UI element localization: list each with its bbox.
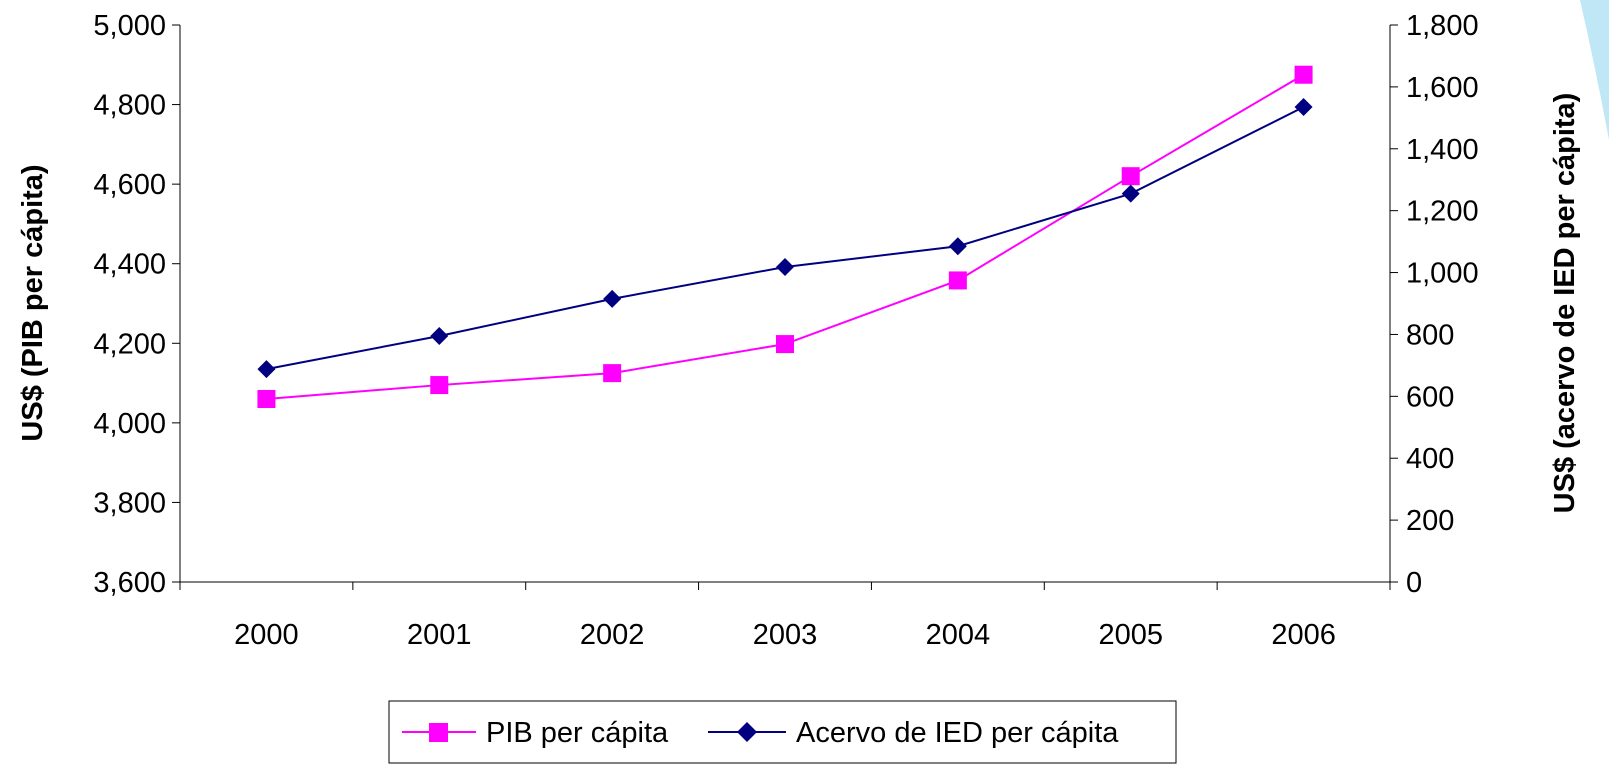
ticks-layer: 3,600 3,800 4,000 4,200 4,400 4,600 4,800 5,000… bbox=[93, 10, 1478, 651]
x-axis-tick-label: 2002 bbox=[580, 619, 645, 651]
legend-label-ied: Acervo de IED per cápita bbox=[796, 717, 1119, 749]
right-axis-title: US$ (acervo de IED per cápita) bbox=[1549, 93, 1581, 514]
data-point-pib bbox=[430, 376, 449, 395]
data-point-ied bbox=[1294, 98, 1313, 117]
right-axis-tick-label: 400 bbox=[1406, 443, 1454, 475]
x-axis-tick-label: 2001 bbox=[407, 619, 472, 651]
left-axis-tick-label: 4,000 bbox=[93, 408, 166, 440]
left-axis-tick-label: 4,200 bbox=[93, 328, 166, 360]
left-axis-tick-label: 5,000 bbox=[93, 10, 166, 42]
right-axis-tick-label: 1,800 bbox=[1406, 10, 1479, 42]
left-axis-tick-label: 4,400 bbox=[93, 249, 166, 281]
x-axis-tick-label: 2004 bbox=[926, 619, 991, 651]
data-point-ied bbox=[776, 257, 794, 276]
data-point-ied bbox=[257, 360, 276, 379]
data-point-pib bbox=[948, 271, 967, 290]
legend-label-pib: PIB per cápita bbox=[486, 717, 669, 749]
x-axis-tick-label: 2005 bbox=[1098, 619, 1163, 651]
right-axis-tick-label: 800 bbox=[1406, 319, 1454, 351]
left-axis-tick-label: 3,600 bbox=[93, 567, 166, 599]
left-axis-tick-label: 3,800 bbox=[93, 487, 166, 519]
right-axis-tick-label: 1,400 bbox=[1406, 134, 1479, 166]
left-axis-tick-label: 4,600 bbox=[93, 169, 166, 201]
right-axis-tick-label: 200 bbox=[1406, 505, 1454, 537]
right-axis-tick-label: 1,600 bbox=[1406, 72, 1479, 104]
series-layer bbox=[257, 65, 1313, 408]
data-point-pib bbox=[776, 335, 794, 354]
x-axis-tick-label: 2000 bbox=[234, 619, 299, 651]
data-point-pib bbox=[1121, 167, 1140, 186]
data-point-pib bbox=[1294, 65, 1313, 84]
background-swoosh bbox=[1580, 0, 1609, 140]
data-point-ied bbox=[1121, 184, 1140, 203]
right-axis-tick-label: 0 bbox=[1406, 567, 1422, 599]
legend-marker-ied bbox=[737, 722, 757, 742]
left-axis-tick-label: 4,800 bbox=[93, 90, 166, 122]
data-point-ied bbox=[430, 326, 449, 345]
legend-marker-pib bbox=[429, 723, 448, 742]
series-line-ied bbox=[266, 106, 1305, 371]
data-point-pib bbox=[603, 364, 622, 383]
data-point-ied bbox=[603, 289, 622, 308]
data-point-ied bbox=[948, 237, 967, 256]
right-axis-tick-label: 1,000 bbox=[1406, 258, 1479, 290]
left-axis-title: US$ (PIB per cápita) bbox=[17, 164, 49, 441]
x-axis-tick-label: 2006 bbox=[1271, 619, 1336, 651]
legend: PIB per cápita Acervo de IED per cápita bbox=[388, 700, 1177, 764]
right-axis-tick-label: 1,200 bbox=[1406, 196, 1479, 228]
x-axis-tick-label: 2003 bbox=[753, 619, 818, 651]
data-point-pib bbox=[257, 389, 276, 408]
right-axis-tick-label: 600 bbox=[1406, 381, 1454, 413]
